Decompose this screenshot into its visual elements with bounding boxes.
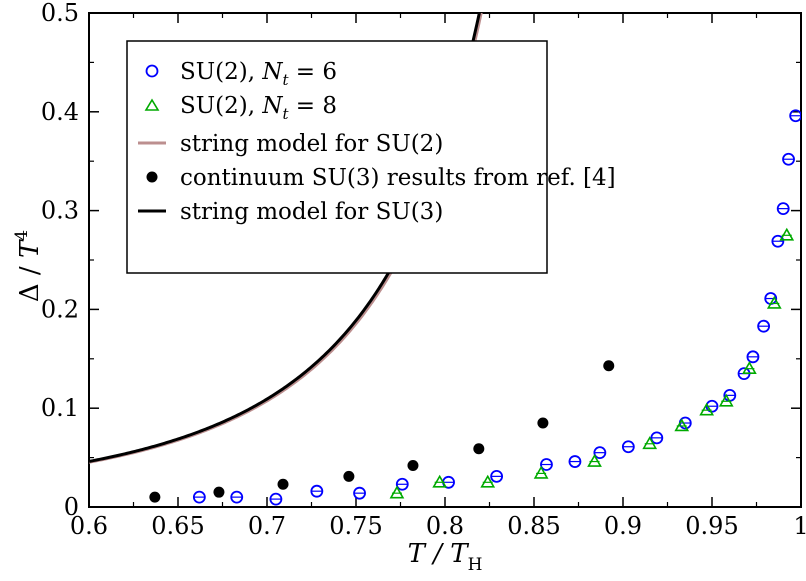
axis-ticks: 0.6 0.65 0.7 0.75 0.8 0.85 0.9 0.95 1 0 0.1 0.2 0.3 0… <box>41 0 806 540</box>
data-point <box>533 465 549 479</box>
x-tick-label: 0.85 <box>507 512 560 540</box>
data-point <box>149 491 161 503</box>
x-axis-label: T / TH <box>408 539 483 575</box>
data-point <box>277 478 289 490</box>
x-tick-label: 0.95 <box>685 512 738 540</box>
data-point <box>766 295 782 309</box>
legend-label-string-su3: string model for SU(3) <box>180 199 443 225</box>
data-point <box>537 417 549 429</box>
x-tick-label: 0.75 <box>329 512 382 540</box>
legend-box <box>126 40 548 274</box>
legend-label-su2-nt8: SU(2), Nt = 8 <box>180 93 337 123</box>
y-tick-label: 0.1 <box>41 394 79 422</box>
y-axis-label: Δ / T4 <box>12 230 45 302</box>
x-tick-label: 0.7 <box>248 512 286 540</box>
legend-marker-su2-nt8 <box>144 98 160 111</box>
data-point <box>407 460 419 472</box>
y-tick-label: 0 <box>64 493 79 521</box>
x-tick-label: 0.65 <box>151 512 204 540</box>
data-point <box>389 485 405 499</box>
y-tick-label: 0.2 <box>41 295 79 323</box>
x-tick-label: 0.8 <box>426 512 464 540</box>
legend-marker-su2-nt6 <box>145 64 159 78</box>
data-point <box>718 393 734 407</box>
x-tick-label: 0.9 <box>604 512 642 540</box>
data-point <box>779 227 795 241</box>
y-tick-label: 0.4 <box>41 98 79 126</box>
data-point <box>473 443 485 455</box>
y-tick-label: 0.3 <box>41 197 79 225</box>
data-point <box>213 486 225 498</box>
legend: SU(2), Nt = 6 SU(2), Nt = 8 string model… <box>126 40 616 274</box>
data-point <box>587 453 602 467</box>
data-point <box>480 474 496 488</box>
x-tick-label: 0.6 <box>70 512 108 540</box>
data-point <box>642 436 658 450</box>
x-tick-label: 1 <box>793 512 806 540</box>
legend-label-su3-continuum: continuum SU(3) results from ref. [4] <box>180 165 616 191</box>
y-tick-label: 0.5 <box>41 0 79 27</box>
legend-label-su2-nt6: SU(2), Nt = 6 <box>180 59 337 89</box>
data-point <box>432 474 448 488</box>
legend-label-string-su2: string model for SU(2) <box>180 131 443 157</box>
data-markers <box>149 109 801 506</box>
data-point <box>674 418 690 432</box>
data-point <box>603 360 615 372</box>
legend-marker-su3-continuum <box>146 171 158 183</box>
data-point <box>343 470 355 482</box>
data-point <box>699 402 715 416</box>
data-point <box>742 361 757 374</box>
